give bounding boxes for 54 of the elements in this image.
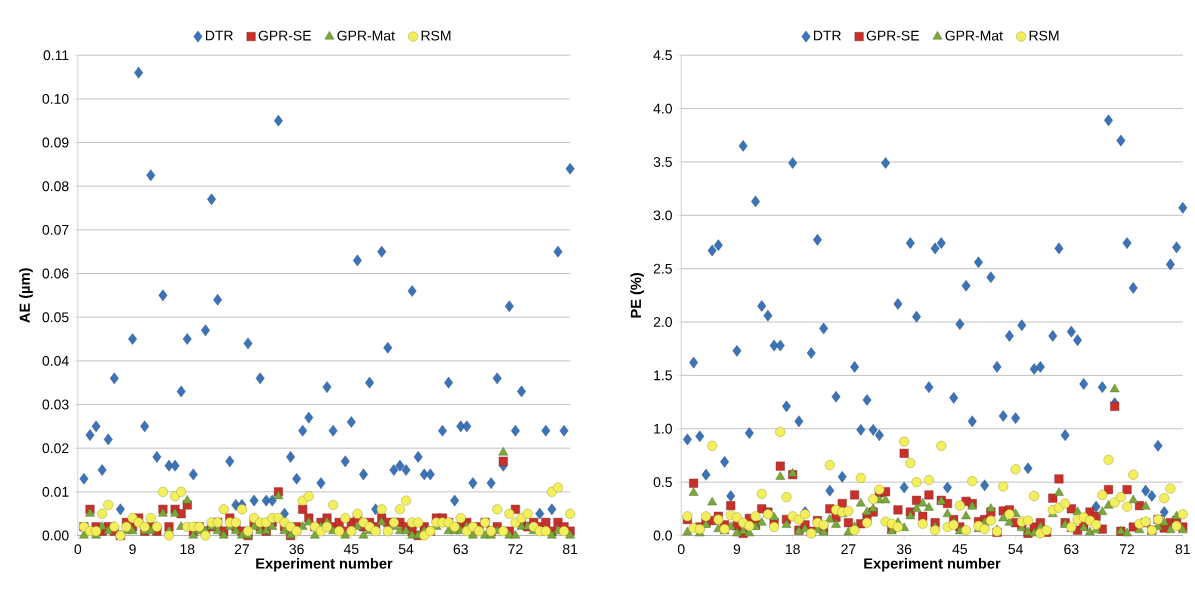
y-tick-label: 3.0	[653, 210, 672, 221]
y-tick-label: 1.5	[654, 370, 672, 381]
x-tick-label: 63	[453, 544, 468, 555]
y-tick-label: 0.10	[42, 94, 69, 104]
x-tick-label: 81	[1175, 544, 1190, 555]
y-tick-label: 3.5	[653, 157, 672, 168]
legend-label: RSM	[421, 30, 451, 41]
y-tick-label: 0.03	[42, 399, 69, 410]
x-axis-title: Experiment number	[864, 558, 1001, 572]
y-tick-label: 0.04	[42, 356, 69, 366]
y-tick-label: 2.5	[653, 263, 672, 274]
y-tick-label: 0.05	[42, 312, 69, 323]
y-tick-label: 0.08	[42, 181, 69, 192]
x-tick-label: 27	[234, 544, 249, 555]
x-tick-label: 45	[952, 544, 968, 555]
x-tick-label: 9	[129, 544, 136, 555]
y-tick-label: 1.0	[654, 423, 672, 434]
legend-label: DTR	[813, 30, 841, 41]
y-tick-label: 4.0	[653, 103, 672, 114]
y-tick-label: 0.11	[43, 50, 69, 61]
x-tick-label: 27	[841, 544, 856, 555]
x-tick-label: 9	[733, 544, 741, 555]
legend-label: RSM	[1029, 30, 1059, 41]
x-tick-label: 18	[180, 544, 195, 555]
legend-label: GPR-Mat	[945, 30, 1003, 41]
x-tick-label: 45	[343, 544, 359, 555]
y-tick-label: 2.0	[653, 317, 672, 328]
y-tick-label: 0.01	[42, 487, 69, 497]
y-axis-title: AE (µm)	[19, 268, 33, 323]
x-tick-label: 72	[1120, 544, 1135, 555]
x-tick-label: 36	[896, 544, 912, 555]
y-tick-label: 4.5	[653, 50, 672, 61]
legend-label: GPR-Mat	[337, 30, 395, 41]
x-tick-label: 54	[398, 544, 414, 555]
y-axis-title: PE (%)	[630, 273, 644, 318]
x-tick-label: 63	[1064, 544, 1079, 555]
x-tick-label: 36	[289, 544, 304, 555]
x-axis-title: Experiment number	[256, 558, 393, 572]
y-tick-label: 0.0	[653, 530, 672, 541]
y-tick-label: 0.07	[42, 225, 69, 235]
x-tick-label: 0	[74, 544, 82, 555]
y-tick-label: 0.02	[42, 443, 69, 454]
y-tick-label: 0.06	[42, 268, 69, 279]
y-tick-label: 0.5	[653, 477, 672, 488]
x-tick-label: 81	[562, 544, 578, 555]
x-tick-label: 72	[508, 544, 523, 555]
y-tick-label: 0.00	[42, 530, 69, 541]
legend-label: GPR-SE	[258, 30, 311, 41]
x-tick-label: 54	[1008, 544, 1023, 555]
x-tick-label: 18	[785, 544, 800, 555]
x-tick-label: 0	[677, 544, 685, 555]
legend-label: DTR	[205, 30, 233, 41]
y-tick-label: 0.09	[42, 137, 69, 148]
legend-label: GPR-SE	[866, 30, 919, 41]
